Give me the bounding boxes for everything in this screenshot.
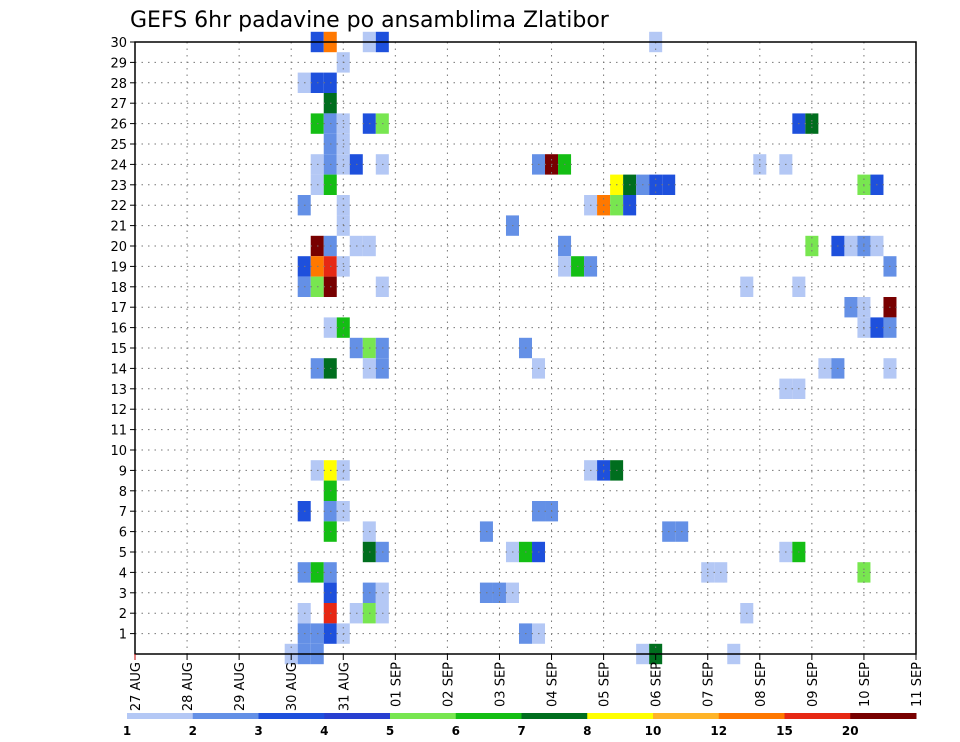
y-tick-label: 10 [110, 444, 127, 459]
y-tick-label: 24 [110, 158, 127, 173]
y-tick-label: 22 [110, 199, 127, 214]
legend-label: 10 [645, 724, 662, 738]
y-tick-label: 18 [110, 281, 127, 296]
y-tick-label: 28 [110, 77, 127, 92]
y-tick-label: 12 [110, 403, 127, 418]
y-tick-label: 7 [119, 505, 127, 520]
x-axis: 27 AUG 28 AUG 29 AUG 30 AUG 31 AUG 01 SEP 02 S… [129, 654, 925, 711]
y-tick-label: 17 [110, 301, 127, 316]
x-tick-label: 29 AUG [233, 662, 248, 711]
y-tick-label: 21 [110, 220, 127, 235]
y-tick-label: 13 [110, 383, 127, 398]
chart-title: GEFS 6hr padavine po ansamblima Zlatibor [130, 8, 610, 33]
legend-swatch [850, 713, 917, 719]
y-tick-label: 27 [110, 97, 127, 112]
legend-swatch [127, 713, 194, 719]
y-tick-label: 5 [119, 546, 127, 561]
x-tick-label: 05 SEP [598, 662, 613, 707]
x-tick-label: 02 SEP [441, 662, 456, 707]
y-tick-label: 9 [119, 464, 127, 479]
legend-swatch [718, 713, 785, 719]
legend-swatch [521, 713, 588, 719]
x-tick-label: 11 SEP [910, 662, 925, 707]
legend-swatch [324, 713, 391, 719]
y-tick-label: 20 [110, 240, 127, 255]
legend-swatch [390, 713, 457, 719]
legend-label: 20 [842, 724, 859, 738]
y-tick-label: 4 [119, 566, 127, 581]
legend-label: 5 [386, 724, 394, 738]
y-tick-label: 8 [119, 485, 127, 500]
legend-label: 6 [452, 724, 460, 738]
x-tick-label: 09 SEP [806, 662, 821, 707]
legend-label: 12 [710, 724, 727, 738]
x-tick-label: 06 SEP [650, 662, 665, 707]
y-tick-label: 14 [110, 362, 127, 377]
legend-swatch [653, 713, 720, 719]
y-tick-label: 6 [119, 526, 127, 541]
y-tick-label: 25 [110, 138, 127, 153]
legend-swatch [258, 713, 325, 719]
x-tick-label: 28 AUG [181, 662, 196, 711]
x-tick-label: 30 AUG [285, 662, 300, 711]
legend-swatch [587, 713, 654, 719]
legend-label: 1 [123, 724, 131, 738]
y-tick-label: 19 [110, 260, 127, 275]
y-tick-label: 16 [110, 322, 127, 337]
y-tick-label: 3 [119, 587, 127, 602]
legend-label: 8 [583, 724, 591, 738]
x-tick-label: 08 SEP [754, 662, 769, 707]
x-tick-label: 04 SEP [546, 662, 561, 707]
legend-label: 7 [517, 724, 525, 738]
x-tick-label: 27 AUG [129, 662, 144, 711]
y-tick-label: 2 [119, 607, 127, 622]
legend-label: 4 [320, 724, 328, 738]
x-tick-label: 10 SEP [858, 662, 873, 707]
x-tick-label: 01 SEP [389, 662, 404, 707]
legend-label: 3 [254, 724, 262, 738]
y-axis: 1234567891011121314151617181920212223242… [110, 36, 135, 643]
y-tick-label: 23 [110, 179, 127, 194]
legend-swatch [784, 713, 851, 719]
legend: 1 2 3 4 5 6 7 8 10 12 15 20 [123, 713, 917, 738]
legend-label: 2 [189, 724, 197, 738]
y-tick-label: 11 [110, 424, 127, 439]
y-tick-label: 26 [110, 118, 127, 133]
x-tick-label: 07 SEP [702, 662, 717, 707]
y-tick-label: 29 [110, 56, 127, 71]
y-tick-label: 30 [110, 36, 127, 51]
legend-swatch [455, 713, 522, 719]
legend-swatch [192, 713, 259, 719]
legend-label: 15 [776, 724, 793, 738]
y-tick-label: 15 [110, 342, 127, 357]
x-tick-label: 31 AUG [337, 662, 352, 711]
y-tick-label: 1 [119, 628, 127, 643]
x-tick-label: 03 SEP [493, 662, 508, 707]
